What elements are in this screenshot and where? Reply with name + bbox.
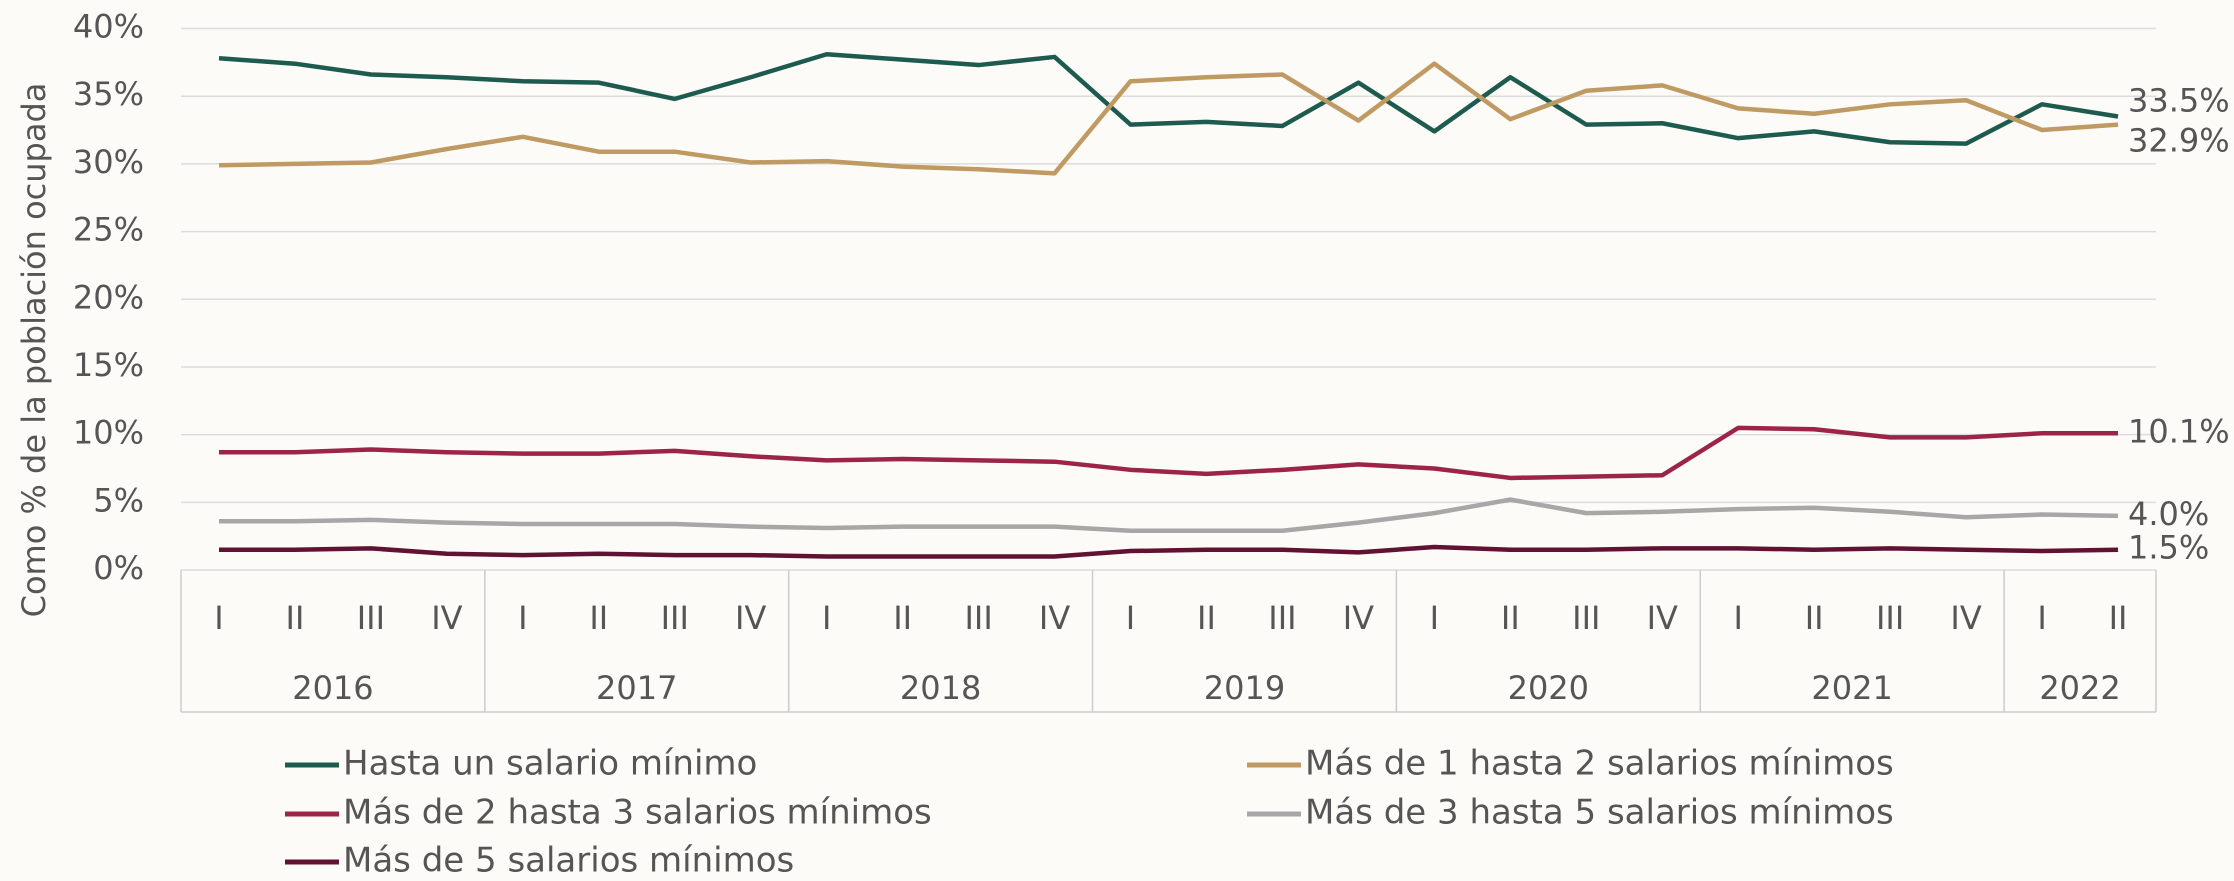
y-tick-label: 40%	[73, 8, 144, 46]
value-label: 4.0%	[2128, 495, 2209, 533]
y-tick-label: 10%	[73, 414, 144, 452]
value-label: 10.1%	[2128, 412, 2230, 450]
x-tick-label: II	[1805, 599, 1824, 637]
x-tick-label: III	[964, 599, 992, 637]
y-tick-label: 5%	[93, 481, 144, 519]
x-tick-label: I	[2037, 599, 2046, 637]
legend-label: Más de 2 hasta 3 salarios mínimos	[343, 793, 932, 833]
x-group-label: 2019	[1204, 669, 1285, 707]
x-group-label: 2022	[2039, 669, 2120, 707]
x-tick-label: I	[214, 599, 223, 637]
value-label: 33.5%	[2128, 81, 2230, 119]
legend-label: Hasta un salario mínimo	[343, 744, 757, 784]
x-tick-label: I	[1733, 599, 1742, 637]
x-tick-label: III	[357, 599, 385, 637]
x-tick-label: IV	[1343, 599, 1374, 637]
y-tick-label: 0%	[93, 549, 144, 587]
chart: Como % de la población ocupada 0% 5% 10% 15…	[0, 0, 2234, 877]
x-tick-label: III	[1572, 599, 1600, 637]
x-tick-label: IV	[1039, 599, 1070, 637]
x-tick-label: II	[2109, 599, 2128, 637]
x-tick-label: II	[893, 599, 912, 637]
x-tick-label: I	[1430, 599, 1439, 637]
legend-label: Más de 3 hasta 5 salarios mínimos	[1305, 793, 1894, 833]
page: {"chart_data": { "type": "line", "y_labe…	[0, 0, 2234, 877]
x-tick-label: I	[518, 599, 527, 637]
x-tick-label: IV	[735, 599, 766, 637]
x-tick-label: II	[286, 599, 305, 637]
x-group-label: 2017	[596, 669, 677, 707]
x-group-label: 2021	[1811, 669, 1892, 707]
x-tick-label: I	[822, 599, 831, 637]
x-tick-label: III	[661, 599, 689, 637]
x-tick-label: IV	[1950, 599, 1981, 637]
x-group-label: 2020	[1508, 669, 1589, 707]
x-tick-label: I	[1126, 599, 1135, 637]
legend-label: Más de 1 hasta 2 salarios mínimos	[1305, 744, 1894, 784]
y-tick-label: 15%	[73, 346, 144, 384]
y-axis-label: Como % de la población ocupada	[15, 83, 53, 618]
y-tick-label: 25%	[73, 211, 144, 249]
x-group-label: 2018	[900, 669, 981, 707]
x-tick-label: II	[589, 599, 608, 637]
series-line	[219, 500, 2118, 531]
y-tick-label: 30%	[73, 143, 144, 181]
series-line	[219, 54, 2118, 143]
y-tick-label: 20%	[73, 278, 144, 316]
y-tick-label: 35%	[73, 75, 144, 113]
value-label: 1.5%	[2128, 529, 2209, 567]
x-group-label: 2016	[292, 669, 373, 707]
series-line	[219, 547, 2118, 556]
x-tick-label: III	[1268, 599, 1296, 637]
x-tick-label: IV	[1647, 599, 1678, 637]
x-tick-label: III	[1876, 599, 1904, 637]
x-tick-label: IV	[431, 599, 462, 637]
value-label: 32.9%	[2128, 122, 2230, 160]
x-tick-label: II	[1501, 599, 1520, 637]
x-tick-label: II	[1197, 599, 1216, 637]
legend-label: Más de 5 salarios mínimos	[343, 841, 794, 878]
